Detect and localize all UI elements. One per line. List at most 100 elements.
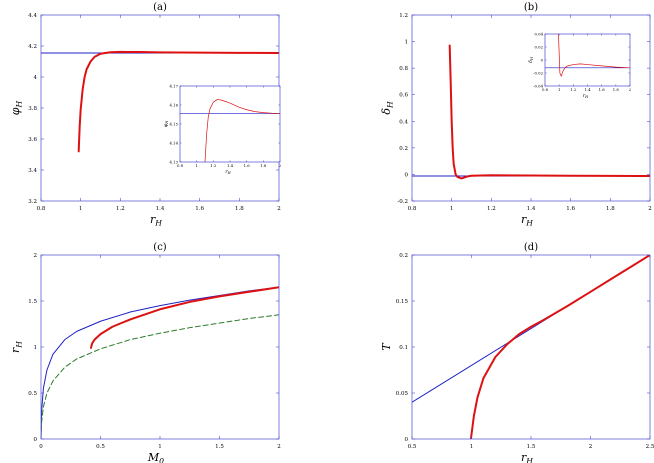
panel-b-xlabel: rH [521, 213, 533, 228]
panel-a-inset-ytick-label: 4.14 [170, 140, 179, 145]
panel-b-inset-ytick-label: 0.04 [535, 31, 544, 36]
panel-c-series-line-2 [89, 286, 279, 349]
panel-a-ytick-label: 4.2 [28, 44, 37, 50]
panel-b-inset-axes: 0.8 1 1.2 1.4 1.6 1.8 2 -0.04 -0.02 0 0.02 0.04 [533, 31, 632, 92]
panel-a-inset-xtick-label: 1 [195, 163, 197, 168]
panel-d-ytick-label: 0 [405, 437, 409, 443]
panel-b-title: (b) [524, 2, 538, 13]
panel-b-inset-background [545, 34, 630, 86]
panel-d-xtick-label: 2.5 [646, 444, 654, 450]
panel-c-axes: 0 0.5 1 1.5 2 0 0.5 1 1.5 2 [28, 253, 281, 450]
panel-a-inset-xtick-label: 1.6 [244, 163, 251, 168]
panel-d-xtick-label: 0.5 [408, 444, 417, 450]
panel-a-xtick-label: 1.8 [235, 206, 244, 212]
panel-a-series-line-1 [77, 50, 279, 153]
panel-c-xtick-label: 0.5 [96, 444, 105, 450]
panel-b-ytick-label: 0.6 [399, 93, 408, 99]
panel-d-ylabel: T [380, 342, 393, 351]
panel-a-inset-xtick-label: 1.4 [227, 163, 234, 168]
panel-a-ytick-label: 4 [34, 75, 38, 81]
panel-a-inset-ytick-label: 4.15 [170, 121, 179, 126]
panel-a-inset-ytick-label: 4.17 [170, 83, 179, 88]
panel-a-xtick-label: 1.6 [195, 206, 204, 212]
panel-c-ytick-label: 1 [34, 345, 38, 351]
panel-c-xtick-label: 1.5 [215, 444, 224, 450]
panel-a-inset-series-line-1 [204, 98, 280, 162]
panel-b-inset-ytick-label: -0.02 [533, 70, 543, 75]
panel-d-xtick-label: 1 [470, 444, 474, 450]
panel-d-title: (d) [524, 242, 538, 253]
panel-b-ytick-label: -0.2 [397, 199, 408, 205]
panel-d-series-line-1 [469, 255, 650, 439]
panel-a-xtick-label: 0.8 [37, 206, 46, 212]
panel-c: 0 0.5 1 1.5 2 0 0.5 1 1.5 2 (c) M0 rH [9, 242, 281, 463]
panel-b-axes: 0.8 1 1.2 1.4 1.6 1.8 2 -0.2 0 0.2 0.4 0.6 0.8 1 1.2 [397, 13, 651, 212]
panel-b-series-line-1 [448, 44, 650, 180]
panel-c-ylabel: rH [9, 341, 24, 353]
panel-c-ytick-label: 0.5 [28, 391, 37, 397]
panel-b-inset-xtick-label: 1.2 [570, 87, 577, 92]
panel-b-ylabel: δH [380, 101, 395, 115]
panel-c-ytick-label: 0 [34, 437, 38, 443]
panel-a-inset: 0.8 1 1.2 1.4 1.6 1.8 2 4.13 4.14 4.15 4.16 4.17 rH φ… [163, 83, 282, 175]
panel-b-xtick-label: 2 [648, 206, 652, 212]
panel-b-ytick-label: 1.2 [399, 13, 408, 19]
panel-d-ytick-label: 0.05 [396, 391, 409, 397]
panel-c-xtick-label: 2 [277, 444, 281, 450]
panel-a-inset-xtick-label: 2 [279, 163, 282, 168]
panel-c-series-line-0 [41, 286, 279, 439]
panel-a-inset-axes: 0.8 1 1.2 1.4 1.6 1.8 2 4.13 4.14 4.15 4.16 4.17 [170, 83, 282, 168]
panel-b-inset-xtick-label: 1.4 [584, 87, 591, 92]
panel-b-inset: 0.8 1 1.2 1.4 1.6 1.8 2 -0.04 -0.02 0 0.02 0.04 rH δH [528, 31, 632, 99]
panel-b-inset-ylabel: δH [528, 56, 534, 63]
panel-a-inset-xlabel: rH [225, 169, 231, 175]
panel-a-ytick-label: 3.4 [28, 168, 37, 174]
panel-b-xtick-label: 0.8 [408, 206, 417, 212]
panel-b-xtick-label: 1.4 [527, 206, 536, 212]
panel-b-ytick-label: 0.2 [399, 146, 408, 152]
panel-d-xtick-label: 1.5 [527, 444, 536, 450]
panel-a-axes: 0.8 1 1.2 1.4 1.6 1.8 2 3.2 3.4 3.6 3.8 4 4.2 4.4 [28, 13, 281, 212]
panel-a-ylabel: φH [9, 101, 24, 116]
panel-c-title: (c) [153, 242, 167, 253]
panel-c-frame [40, 254, 280, 440]
panel-b-inset-xtick-label: 0.8 [542, 87, 549, 92]
panel-b: 0.8 1 1.2 1.4 1.6 1.8 2 -0.2 0 0.2 0.4 0.6 0.8 1 1.2 (b… [380, 2, 652, 228]
panel-a-xtick-label: 1.2 [116, 206, 125, 212]
panel-a-ytick-label: 3.8 [28, 106, 37, 112]
panel-c-ytick-label: 1.5 [28, 299, 37, 305]
panel-a-inset-background [180, 86, 280, 162]
panel-d-frame [411, 254, 651, 440]
panel-a-xtick-label: 1 [79, 206, 83, 212]
panel-b-inset-ytick-label: 0.02 [535, 44, 544, 49]
panel-a-inset-ytick-label: 4.16 [170, 102, 179, 107]
panel-b-inset-xtick-label: 2 [629, 87, 632, 92]
panel-b-xtick-label: 1 [450, 206, 454, 212]
panel-b-xtick-label: 1.8 [606, 206, 615, 212]
panel-d-axes: 0.5 1 1.5 2 2.5 0 0.05 0.1 0.15 0.2 [396, 253, 654, 450]
panel-b-ytick-label: 0 [405, 172, 409, 178]
panel-b-inset-ytick-label: 0 [541, 57, 544, 62]
panel-a-ytick-label: 4.4 [28, 13, 37, 19]
panel-d-ytick-label: 0.1 [399, 345, 408, 351]
panel-a-inset-ylabel: φH [163, 120, 169, 128]
panel-c-xtick-label: 1 [158, 444, 162, 450]
panel-b-ytick-label: 0.8 [399, 66, 408, 72]
panel-b-ytick-label: 0.4 [399, 119, 408, 125]
panel-b-inset-series-line-1 [558, 34, 630, 77]
panel-b-inset-xtick-label: 1 [558, 87, 560, 92]
panel-d: 0.5 1 1.5 2 2.5 0 0.05 0.1 0.15 0.2 (d) rH T [380, 242, 654, 463]
panel-a-inset-ytick-label: 4.13 [170, 159, 179, 164]
panel-c-ytick-label: 2 [34, 253, 38, 259]
panel-c-xlabel: M0 [147, 451, 164, 463]
panel-c-series-line-1 [41, 314, 279, 439]
panel-a-ytick-label: 3.2 [28, 199, 37, 205]
panel-d-ytick-label: 0.2 [399, 253, 408, 259]
panel-b-inset-xlabel: rH [583, 93, 589, 99]
panel-a-xtick-label: 2 [277, 206, 281, 212]
panel-b-xtick-label: 1.6 [566, 206, 575, 212]
panel-c-xtick-label: 0 [39, 444, 43, 450]
panel-a: 0.8 1 1.2 1.4 1.6 1.8 2 3.2 3.4 3.6 3.8 4 4.2 4.4 (a) r… [9, 2, 282, 228]
panel-b-inset-xtick-label: 1.8 [613, 87, 620, 92]
